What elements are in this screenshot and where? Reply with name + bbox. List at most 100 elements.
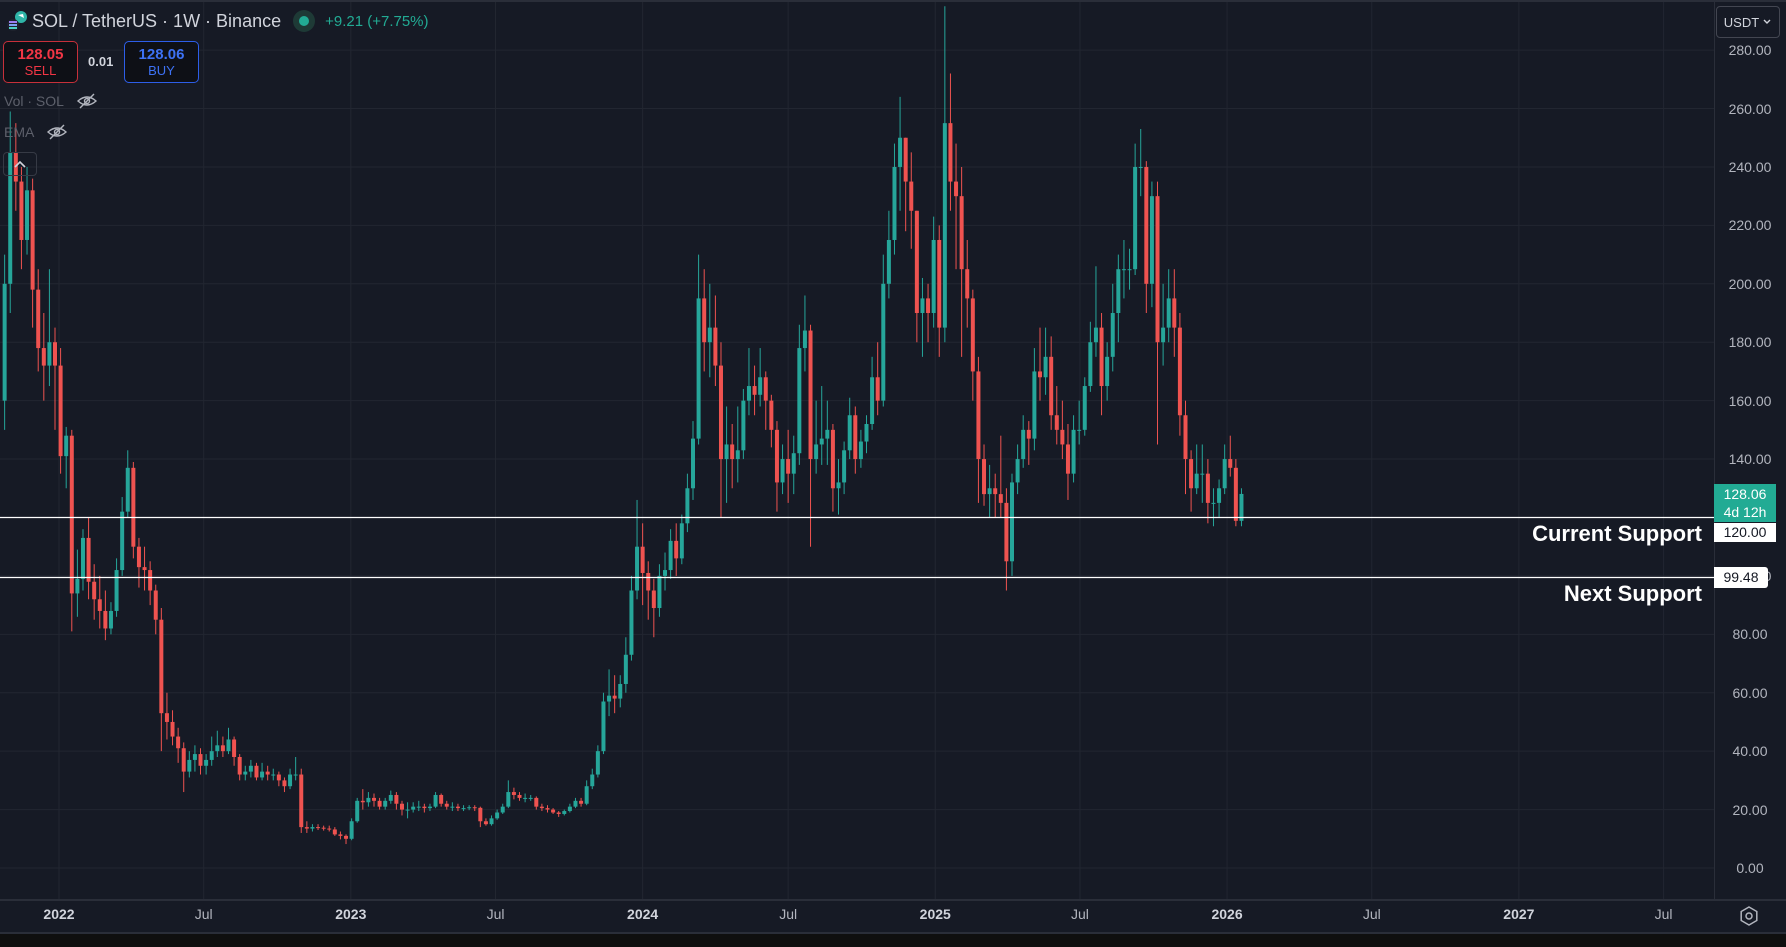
candle-body bbox=[1183, 415, 1188, 460]
sell-button[interactable]: 128.05 SELL bbox=[3, 41, 78, 83]
time-tick-label: Jul bbox=[1362, 906, 1381, 922]
symbol-title[interactable]: SOL / TetherUS · 1W · Binance bbox=[32, 10, 282, 31]
candle bbox=[204, 754, 209, 775]
candle-body bbox=[791, 453, 796, 474]
candle-body bbox=[1189, 459, 1194, 489]
candle bbox=[931, 216, 936, 328]
candle bbox=[881, 254, 886, 407]
chart-settings-button[interactable] bbox=[1738, 905, 1760, 927]
price-axis[interactable] bbox=[1714, 0, 1786, 899]
candle-body bbox=[954, 181, 959, 197]
candle-body bbox=[1239, 493, 1244, 521]
gear-icon bbox=[1740, 906, 1758, 926]
candle bbox=[573, 797, 578, 809]
candle bbox=[786, 429, 791, 503]
next-support-annotation[interactable]: Next Support bbox=[1563, 581, 1702, 606]
candle-body bbox=[64, 435, 69, 457]
candle bbox=[47, 269, 52, 387]
candle bbox=[1177, 313, 1182, 436]
candle-body bbox=[288, 774, 293, 787]
candle bbox=[444, 800, 449, 810]
candle bbox=[909, 152, 914, 249]
candle bbox=[517, 792, 522, 801]
candle-body bbox=[1088, 342, 1093, 387]
candle-body bbox=[691, 438, 696, 489]
candle-body bbox=[489, 818, 494, 825]
status-dot-icon bbox=[299, 16, 310, 26]
candle bbox=[1054, 386, 1059, 445]
candle bbox=[120, 497, 125, 576]
candle-body bbox=[926, 298, 931, 314]
collapse-indicators-button[interactable] bbox=[3, 152, 37, 176]
candle-body bbox=[349, 821, 354, 839]
candle-body bbox=[545, 808, 550, 810]
current-support-annotation[interactable]: Current Support bbox=[1532, 521, 1702, 546]
candle-body bbox=[982, 459, 987, 495]
candle-body bbox=[858, 441, 863, 460]
sell-label: SELL bbox=[24, 63, 57, 78]
candle-body bbox=[657, 575, 662, 609]
time-tick-label: 2026 bbox=[1211, 906, 1243, 922]
candle bbox=[30, 178, 35, 328]
candle-body bbox=[1049, 356, 1054, 416]
candle bbox=[265, 765, 270, 781]
candle-body bbox=[724, 444, 729, 460]
currency-label: USDT bbox=[1723, 14, 1760, 30]
candle-body bbox=[679, 523, 684, 559]
buy-button[interactable]: 128.06 BUY bbox=[124, 41, 199, 83]
candle bbox=[254, 762, 259, 781]
eye-off-icon[interactable] bbox=[46, 124, 68, 140]
candle-body bbox=[427, 806, 432, 809]
candle-body bbox=[1127, 269, 1132, 271]
candle bbox=[338, 831, 343, 840]
candle bbox=[427, 803, 432, 812]
candle bbox=[763, 371, 768, 430]
candle-body bbox=[987, 488, 992, 495]
candle-body bbox=[276, 774, 281, 781]
candle-body bbox=[1149, 196, 1154, 284]
candle-body bbox=[752, 386, 757, 395]
candle bbox=[1189, 450, 1194, 512]
eye-off-icon[interactable] bbox=[76, 93, 98, 109]
indicator-volume[interactable]: Vol · SOL bbox=[4, 93, 98, 109]
solana-logo-icon[interactable] bbox=[6, 10, 28, 32]
candle-body bbox=[797, 348, 802, 454]
candle-body bbox=[131, 467, 136, 547]
candle bbox=[556, 811, 561, 817]
candle bbox=[898, 96, 903, 211]
candle-body bbox=[769, 400, 774, 430]
candle bbox=[1127, 248, 1132, 290]
time-axis[interactable] bbox=[0, 899, 1786, 932]
price-chart[interactable] bbox=[0, 0, 1714, 899]
candle-body bbox=[651, 590, 656, 609]
candle bbox=[1015, 444, 1020, 495]
candle-body bbox=[595, 751, 600, 775]
candle-body bbox=[187, 759, 192, 772]
candle bbox=[920, 277, 925, 357]
candle bbox=[355, 797, 360, 823]
support-lines[interactable] bbox=[0, 516, 1714, 579]
candle bbox=[276, 771, 281, 787]
candle-body bbox=[30, 190, 35, 290]
candle-body bbox=[1144, 166, 1149, 284]
candle-body bbox=[439, 794, 444, 804]
indicator-ema[interactable]: EMA bbox=[4, 124, 68, 140]
currency-selector[interactable]: USDT bbox=[1716, 6, 1780, 38]
candle-body bbox=[1043, 356, 1048, 378]
candle bbox=[1071, 415, 1076, 483]
candle-body bbox=[830, 429, 835, 489]
candle-body bbox=[780, 459, 785, 483]
candle-body bbox=[226, 739, 231, 752]
candle bbox=[215, 730, 220, 758]
candle-body bbox=[1037, 371, 1042, 378]
candle-body bbox=[774, 429, 779, 483]
candle-body bbox=[399, 803, 404, 810]
candle-body bbox=[1065, 444, 1070, 474]
candle bbox=[344, 834, 349, 845]
candle-body bbox=[254, 765, 259, 778]
candle-body bbox=[495, 812, 500, 819]
candle-body bbox=[25, 190, 30, 240]
candle-body bbox=[125, 467, 130, 512]
candle-body bbox=[707, 327, 712, 343]
candle bbox=[562, 809, 567, 816]
